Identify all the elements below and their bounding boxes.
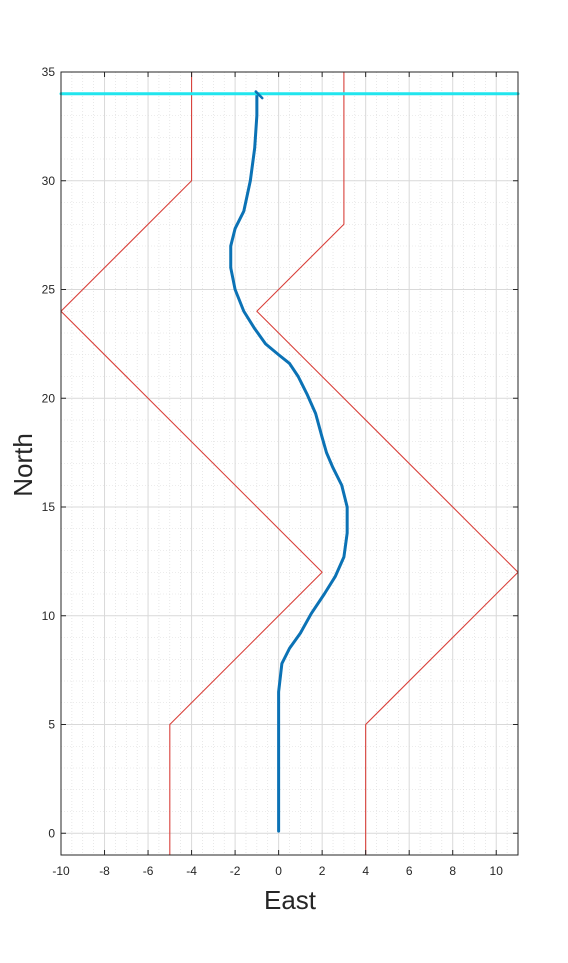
x-tick-label: -8 [99,864,110,878]
right-boundary-line [256,71,519,856]
x-tick-label: -2 [230,864,241,878]
y-tick-label: 15 [42,500,56,514]
y-tick-label: 0 [48,826,55,840]
y-tick-label: 5 [48,718,55,732]
y-axis-label: North [8,433,38,497]
x-tick-label: 10 [490,864,504,878]
trajectory-line [229,92,349,833]
y-tick-label: 35 [42,65,56,79]
x-tick-label: 6 [406,864,413,878]
y-tick-label: 20 [42,391,56,405]
x-axis-label: East [264,885,317,915]
left-boundary-line [60,71,323,856]
x-tick-label: 2 [319,864,326,878]
x-tick-label: 0 [275,864,282,878]
x-tick-labels: -10 -8 -6 -4 -2 0 2 4 6 8 10 [52,864,503,878]
y-tick-label: 10 [42,609,56,623]
trajectory-end-marker-line [254,90,264,100]
x-tick-label: -10 [52,864,70,878]
x-tick-label: 8 [449,864,456,878]
x-tick-label: -4 [186,864,197,878]
series-layer [59,71,520,856]
y-tick-label: 30 [42,174,56,188]
axes-layer [60,71,519,856]
y-tick-labels: 0 5 10 15 20 25 30 35 [42,65,56,840]
x-tick-label: -6 [143,864,154,878]
x-tick-label: 4 [362,864,369,878]
axes-box [60,71,519,856]
y-tick-label: 25 [42,283,56,297]
